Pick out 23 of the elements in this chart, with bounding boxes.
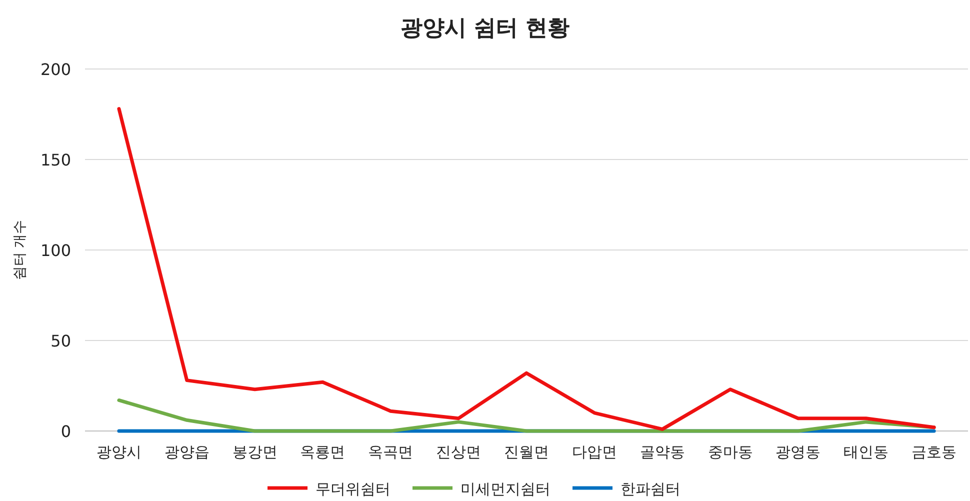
x-tick-label: 광양시: [96, 443, 142, 461]
x-tick-label: 진월면: [504, 443, 549, 461]
x-tick-label: 봉강면: [232, 443, 278, 461]
x-tick-label: 골약동: [640, 443, 685, 461]
x-tick-label: 다압면: [572, 443, 617, 461]
y-tick-label: 0: [60, 422, 71, 441]
x-tick-label: 옥곡면: [368, 443, 414, 461]
x-tick-label: 광영동: [776, 443, 821, 461]
y-tick-label: 200: [40, 60, 71, 79]
legend-label: 미세먼지쉼터: [460, 480, 550, 498]
y-tick-label: 150: [40, 150, 71, 170]
x-tick-label: 금호동: [912, 443, 957, 461]
x-tick-label: 중마동: [708, 443, 753, 461]
y-axis-title: 쉼터 개수: [12, 220, 28, 280]
legend-label: 무더위쉼터: [316, 480, 390, 498]
chart-title: 광양시 쉼터 현황: [400, 16, 570, 41]
x-tick-label: 진상면: [436, 443, 482, 461]
x-tick-label: 옥룡면: [300, 443, 346, 461]
legend-label: 한파쉼터: [620, 480, 680, 498]
y-tick-label: 100: [40, 241, 71, 260]
x-tick-label: 광양읍: [164, 443, 210, 461]
y-tick-label: 50: [50, 332, 71, 350]
x-tick-label: 태인동: [844, 443, 889, 461]
